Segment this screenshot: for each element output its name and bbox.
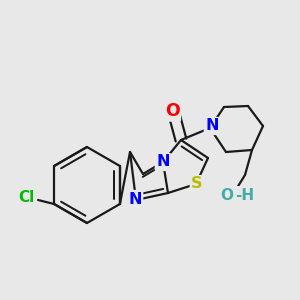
Text: O: O: [220, 188, 233, 202]
Text: -H: -H: [236, 188, 255, 202]
Text: N: N: [156, 154, 170, 169]
Text: N: N: [128, 191, 142, 206]
Text: S: S: [191, 176, 203, 191]
Text: Cl: Cl: [18, 190, 34, 206]
Text: O: O: [165, 102, 179, 120]
Text: N: N: [205, 118, 219, 134]
